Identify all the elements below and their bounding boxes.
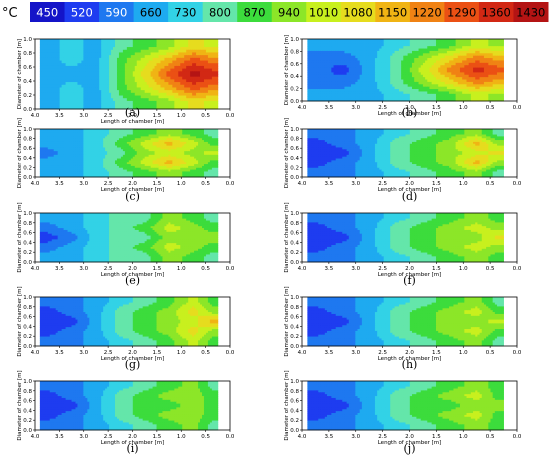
x-tick-label: 3.0	[351, 105, 360, 111]
y-axis-label: Diameter of chamber [m]	[284, 35, 290, 105]
contour-cell	[216, 61, 218, 64]
contour-cell	[216, 82, 218, 85]
x-tick-label: 3.0	[79, 113, 88, 119]
contour-cell	[216, 74, 218, 77]
contour-cell	[501, 87, 504, 90]
contour-cell	[501, 68, 504, 71]
x-tick-label: 0.0	[513, 105, 522, 111]
contour-cell	[501, 56, 504, 59]
contour-cell	[216, 55, 218, 58]
contour-cell	[216, 44, 218, 47]
x-tick-label: 4.0	[31, 113, 40, 119]
contour-fill	[40, 129, 218, 177]
contour-cell	[501, 65, 504, 68]
contour-cell	[216, 66, 218, 69]
contour-cell	[501, 96, 504, 99]
contour-cell	[216, 47, 218, 50]
x-tick-label: 0.5	[201, 113, 210, 119]
contour-cell	[216, 79, 218, 82]
contour-cell	[501, 70, 504, 73]
contour-cell	[501, 46, 504, 49]
x-tick-label: 3.5	[55, 113, 64, 119]
contour-cell	[216, 69, 218, 72]
contour-cell	[501, 39, 504, 42]
contour-cell	[501, 94, 504, 97]
y-tick-label: 0.8	[23, 51, 32, 57]
contour-cell	[216, 52, 218, 55]
contour-cell	[216, 63, 218, 66]
contour-cell	[501, 84, 504, 87]
contour-cell	[501, 89, 504, 92]
contour-cell	[501, 75, 504, 78]
contour-cell	[216, 71, 218, 74]
contour-cell	[501, 41, 504, 44]
contour-panel: 4.0 3.5 3.0 2.5 2.0 1.5 1.0 0.5 0.00.00.20.40.60…	[17, 118, 235, 203]
contour-panel: 4.0 3.5 3.0 2.5 2.0 1.5 1.0 0.5 0.00.00.20.40.60…	[17, 37, 235, 125]
y-tick-label: 0.0	[290, 99, 299, 105]
y-tick-label: 0.2	[23, 93, 32, 99]
x-tick-label: 4.0	[298, 105, 307, 111]
contour-cell	[501, 77, 504, 80]
contour-cell	[216, 87, 218, 90]
y-tick-label: 1.0	[290, 37, 299, 43]
x-tick-label: 3.5	[325, 105, 334, 111]
contour-cell	[216, 77, 218, 80]
contour-cell	[501, 60, 504, 63]
contour-cell	[501, 49, 504, 52]
contour-cell	[501, 53, 504, 56]
contour-cell	[216, 93, 218, 96]
contour-panel: 4.0 3.5 3.0 2.5 2.0 1.5 1.0 0.5 0.00.00.20.40.60…	[284, 35, 522, 119]
contour-cell	[216, 50, 218, 53]
panel-caption: (a)	[125, 106, 140, 119]
contour-cell	[216, 96, 218, 99]
contour-cell	[501, 58, 504, 61]
y-tick-label: 0.6	[290, 62, 299, 68]
y-tick-label: 0.4	[23, 79, 32, 85]
panel-caption: (b)	[402, 106, 418, 119]
contour-fill	[307, 39, 504, 101]
contour-fill	[40, 39, 218, 109]
y-axis-label: Diameter of chamber [m]	[17, 39, 23, 109]
contour-cell	[501, 82, 504, 85]
contour-cell	[216, 39, 218, 42]
x-tick-label: 0.0	[226, 113, 235, 119]
contour-cell	[501, 91, 504, 94]
x-tick-label: 1.0	[459, 105, 468, 111]
y-tick-label: 0.6	[23, 65, 32, 71]
contour-cell	[501, 51, 504, 54]
y-tick-label: 0.8	[290, 49, 299, 55]
y-tick-label: 1.0	[23, 37, 32, 43]
y-tick-label: 0.2	[290, 87, 299, 93]
contour-cell	[501, 72, 504, 75]
contour-cell	[216, 58, 218, 61]
y-tick-label: 0.4	[290, 74, 299, 80]
x-tick-label: 0.5	[486, 105, 495, 111]
contour-cell	[216, 104, 218, 107]
contour-cell	[501, 44, 504, 47]
contour-cell	[216, 90, 218, 93]
x-axis-label: Length of chamber [m]	[101, 119, 165, 125]
contour-cell	[216, 85, 218, 88]
y-tick-label: 0.0	[23, 107, 32, 113]
x-tick-label: 1.0	[177, 113, 186, 119]
contour-cell	[216, 101, 218, 104]
contour-cell	[216, 98, 218, 101]
contour-cell	[501, 80, 504, 83]
contour-cell	[501, 63, 504, 66]
contour-cell	[216, 42, 218, 45]
